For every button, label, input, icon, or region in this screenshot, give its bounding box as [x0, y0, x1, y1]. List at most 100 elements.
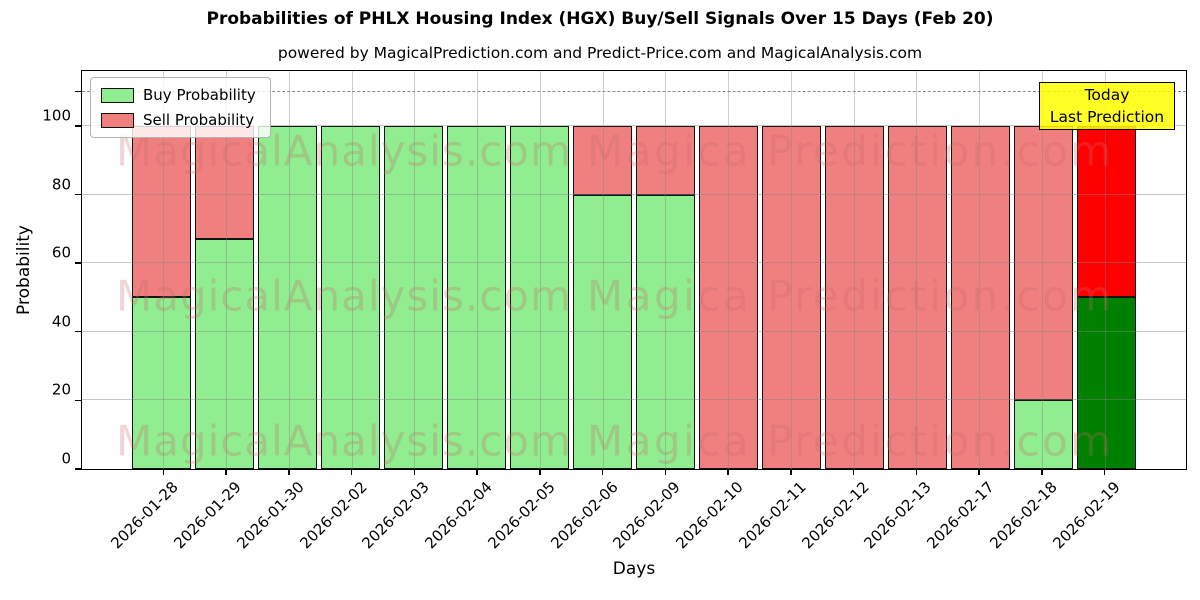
v-gridline	[539, 71, 541, 469]
y-tick	[75, 90, 82, 93]
x-tick	[978, 469, 980, 475]
y-tick	[75, 193, 82, 196]
threshold-dashed-line	[82, 90, 1186, 92]
legend-label-buy: Buy Probability	[143, 86, 256, 104]
bar-2026-01-30	[258, 125, 317, 469]
buy-segment	[1014, 400, 1073, 469]
v-gridline	[351, 71, 353, 469]
x-tick	[727, 469, 729, 475]
buy-segment	[1077, 297, 1136, 469]
v-gridline	[979, 71, 981, 469]
buy-segment	[573, 194, 632, 469]
bars-container	[132, 71, 1136, 469]
chart-subtitle: powered by MagicalPrediction.com and Pre…	[277, 44, 923, 62]
x-tick	[288, 469, 290, 475]
buy-segment	[510, 125, 569, 469]
y-tick	[75, 468, 82, 470]
plot-area: MagicalAnalysis.com Magica Prediction.co…	[14, 70, 1187, 579]
bar-2026-02-06	[573, 125, 632, 469]
v-gridline	[853, 71, 855, 469]
buy-swatch-icon	[101, 87, 134, 103]
x-tick	[915, 469, 918, 475]
buy-segment	[384, 125, 443, 469]
v-gridline	[1104, 71, 1106, 469]
sell-segment	[951, 125, 1010, 469]
x-tick	[664, 469, 667, 475]
v-gridline	[163, 71, 165, 469]
buy-segment	[258, 125, 317, 469]
y-tick	[75, 331, 82, 333]
x-tick-label: 2026-02-05	[484, 478, 559, 553]
sell-swatch-icon	[101, 112, 134, 128]
v-gridline	[477, 71, 479, 469]
x-tick	[476, 469, 478, 475]
sell-segment	[573, 125, 632, 195]
sell-segment	[699, 125, 758, 469]
bar-2026-02-11	[762, 125, 821, 469]
bar-2026-02-19	[1077, 125, 1136, 469]
bar-2026-02-18	[1014, 125, 1073, 469]
h-gridline	[82, 330, 1186, 332]
sell-segment	[888, 125, 947, 469]
bar-2026-02-13	[888, 125, 947, 469]
bar-2026-01-28	[132, 125, 191, 469]
h-gridline	[82, 399, 1186, 401]
x-tick-label: 2026-02-11	[735, 478, 810, 553]
buy-segment	[195, 239, 254, 469]
today-annotation-box: Today Last Prediction	[1039, 82, 1175, 130]
sell-segment	[1014, 125, 1073, 401]
legend-item-buy: Buy Probability	[101, 86, 256, 104]
x-tick-label: 2026-01-30	[233, 478, 308, 553]
v-gridline	[916, 71, 918, 469]
h-gridline	[82, 124, 1186, 126]
y-axis-title: Probability	[14, 225, 34, 315]
h-gridline	[82, 262, 1186, 264]
bar-2026-02-04	[447, 125, 506, 469]
sell-segment	[762, 125, 821, 469]
buy-segment	[636, 194, 695, 469]
annotation-line2: Last Prediction	[1049, 108, 1165, 126]
legend-label-sell: Sell Probability	[143, 111, 255, 129]
sell-segment	[636, 125, 695, 195]
x-tick-label: 2026-02-10	[672, 478, 747, 553]
bar-2026-02-09	[636, 125, 695, 469]
v-gridline	[1041, 71, 1043, 469]
sell-segment	[1077, 125, 1136, 298]
buy-segment	[132, 297, 191, 469]
x-tick-label: 2026-02-18	[986, 478, 1061, 553]
v-gridline	[728, 71, 730, 469]
y-tick-label: 40	[51, 312, 71, 331]
x-tick	[1041, 469, 1043, 475]
x-tick	[1103, 469, 1106, 475]
y-tick-label: 0	[61, 449, 71, 468]
bar-2026-02-17	[951, 125, 1010, 469]
y-tick	[75, 125, 82, 127]
sell-segment	[132, 125, 191, 298]
legend: Buy Probability Sell Probability	[90, 77, 271, 138]
x-tick	[413, 469, 416, 475]
bar-2026-02-05	[510, 125, 569, 469]
bar-2026-01-29	[195, 125, 254, 469]
y-tick-label: 100	[42, 106, 71, 125]
annotation-line1: Today	[1084, 86, 1130, 104]
chart-title: Probabilities of PHLX Housing Index (HGX…	[206, 9, 994, 29]
bar-2026-02-12	[825, 125, 884, 469]
bar-2026-02-10	[699, 125, 758, 469]
y-tick-label: 60	[51, 243, 71, 262]
x-tick	[225, 469, 227, 475]
x-tick	[539, 469, 541, 475]
y-tick-label: 20	[51, 381, 71, 400]
v-gridline	[226, 71, 228, 469]
v-gridline	[790, 71, 792, 469]
y-tick	[75, 399, 82, 402]
x-tick	[350, 469, 353, 475]
sell-segment	[195, 125, 254, 240]
buy-segment	[321, 125, 380, 469]
y-tick	[75, 262, 82, 264]
x-tick	[601, 469, 604, 475]
v-gridline	[414, 71, 416, 469]
x-tick-label: 2026-02-17	[923, 478, 998, 553]
h-gridline	[82, 193, 1186, 195]
x-tick-label: 2026-02-04	[421, 478, 496, 553]
